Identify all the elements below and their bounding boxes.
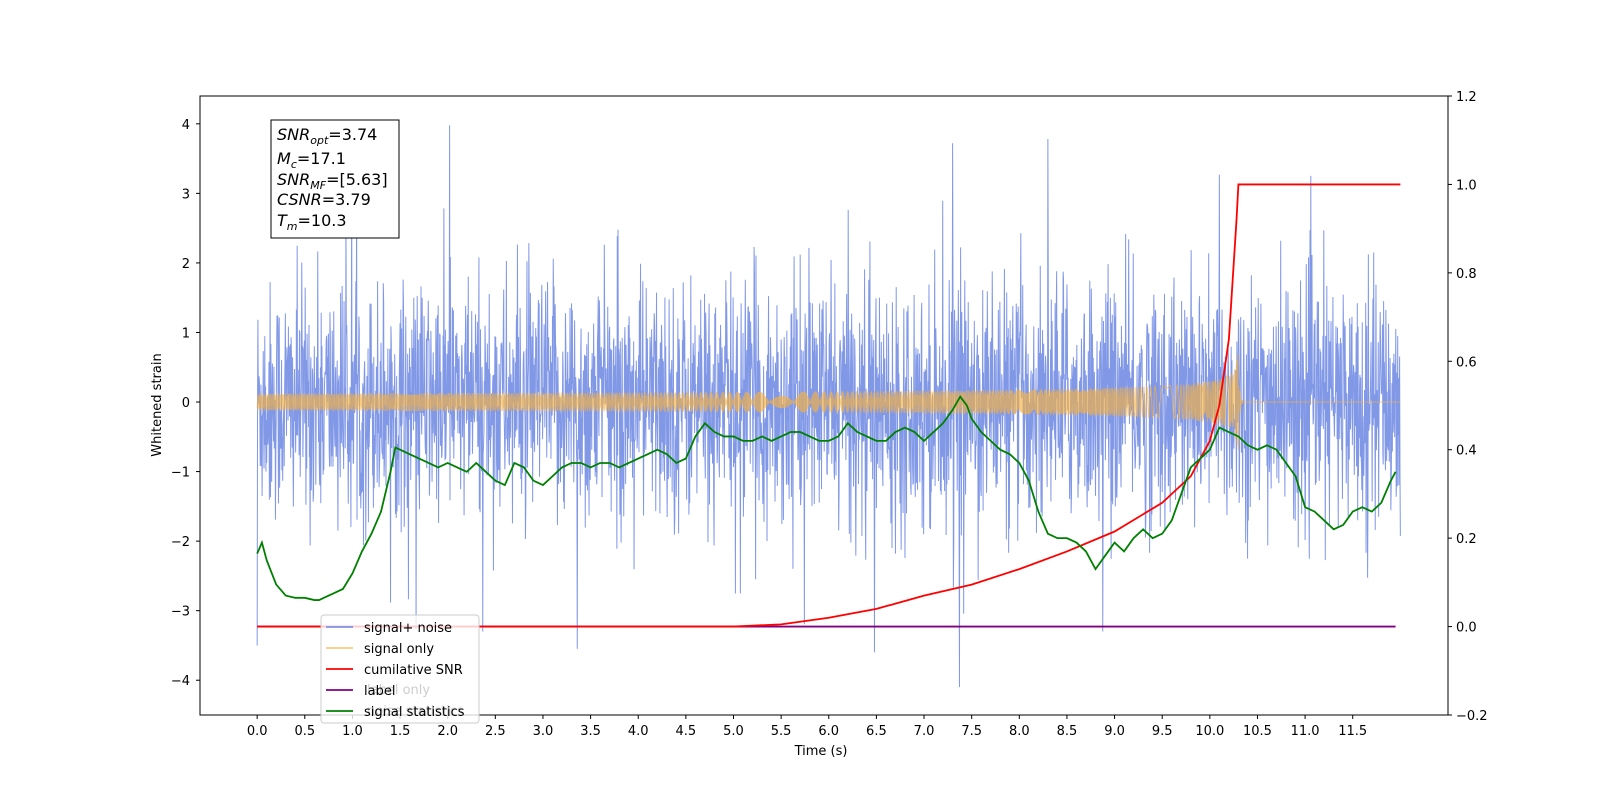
y-tick-label-right: 0.2	[1456, 532, 1477, 547]
x-tick-label: 0.5	[294, 724, 315, 739]
x-tick-label: 11.5	[1338, 724, 1367, 739]
annotation-value: =[5.63]	[326, 170, 388, 189]
y-tick-label-left: 0	[182, 396, 190, 411]
y-tick-label-right: 1.0	[1456, 178, 1477, 193]
x-tick-label: 10.5	[1243, 724, 1272, 739]
y-tick-label-left: 3	[182, 187, 190, 202]
y-tick-label-right: 0.8	[1456, 267, 1477, 282]
annotation-symbol: SNR	[277, 170, 310, 189]
y-tick-label-right: 1.2	[1456, 90, 1477, 105]
y-tick-label-right: 0.6	[1456, 355, 1477, 370]
x-tick-label: 1.5	[390, 724, 411, 739]
x-tick-label: 10.0	[1195, 724, 1224, 739]
annotation-line: Mc=17.1	[277, 149, 346, 171]
x-tick-label: 7.5	[961, 724, 982, 739]
x-tick-label: 4.5	[676, 724, 697, 739]
x-tick-label: 6.0	[818, 724, 839, 739]
x-tick-label: 8.5	[1057, 724, 1078, 739]
x-tick-label: 2.5	[485, 724, 506, 739]
y-tick-label-right: 0.0	[1456, 621, 1477, 636]
x-tick-label: 9.5	[1152, 724, 1173, 739]
x-tick-label: 9.0	[1104, 724, 1125, 739]
x-tick-label: 5.5	[771, 724, 792, 739]
annotation-line: SNRopt=3.74	[277, 125, 377, 147]
x-axis-label: Time (s)	[794, 744, 848, 759]
x-tick-label: 11.0	[1291, 724, 1320, 739]
y-tick-label-left: −2	[171, 535, 190, 550]
series-line-signal-only	[256, 353, 1401, 450]
annotation-value: =3.79	[322, 190, 371, 209]
x-tick-label: 3.5	[580, 724, 601, 739]
annotation-symbol: T	[277, 211, 288, 230]
x-tick-label: 3.0	[533, 724, 554, 739]
stats-annotation-box: SNRopt=3.74Mc=17.1SNRMF=[5.63]CSNR=3.79T…	[270, 119, 400, 239]
annotation-line: SNRMF=[5.63]	[277, 170, 388, 192]
y-tick-label-left: 1	[182, 326, 190, 341]
legend-label: cumilative SNR	[364, 663, 463, 678]
series-line-cumulative-snr	[257, 183, 1401, 628]
annotation-line: Tm=10.3	[277, 211, 347, 233]
annotation-line: CSNR=3.79	[277, 190, 371, 209]
annotation-subscript: c	[291, 158, 297, 171]
y-tick-label-right: 0.4	[1456, 444, 1477, 459]
annotation-subscript: opt	[310, 134, 329, 147]
x-axis: 0.0 0.5 1.0 1.5 2.0 2.5 3.0 3.5 4.0 4.5 5.0 5.5 6.0 6…	[247, 715, 1367, 739]
legend-label: label	[364, 684, 395, 699]
y-tick-label-left: −3	[171, 605, 190, 620]
annotation-frame	[270, 119, 400, 239]
legend: label onlynoise statisticssignal+ noises…	[320, 614, 480, 724]
x-tick-label: 5.0	[723, 724, 744, 739]
y-axis-left: −4 −3 −2 −1 0 1 2 3 4	[171, 118, 200, 689]
y-axis-label-left: Whitened strain	[150, 353, 165, 456]
legend-label: signal statistics	[364, 705, 465, 720]
y-tick-label-left: 4	[182, 118, 190, 133]
y-tick-label-left: −1	[171, 466, 190, 481]
y-axis-right: −0.2 0.0 0.2 0.4 0.6 0.8 1.0 1.2	[1448, 90, 1488, 724]
legend-label: signal only	[364, 642, 434, 657]
annotation-symbol: M	[277, 149, 291, 168]
legend-frame	[320, 614, 480, 724]
annotation-value: =10.3	[298, 211, 347, 230]
y-tick-label-left: −4	[171, 674, 190, 689]
annotation-subscript: m	[287, 220, 298, 233]
x-tick-label: 2.0	[437, 724, 458, 739]
x-tick-label: 0.0	[247, 724, 268, 739]
annotation-subscript: MF	[310, 179, 326, 192]
legend-label: signal+ noise	[364, 621, 452, 636]
x-tick-label: 1.0	[342, 724, 363, 739]
annotation-symbol: SNR	[277, 125, 310, 144]
x-tick-label: 8.0	[1009, 724, 1030, 739]
x-tick-label: 4.0	[628, 724, 649, 739]
annotation-value: =17.1	[297, 149, 346, 168]
x-tick-label: 6.5	[866, 724, 887, 739]
annotation-value: =3.74	[328, 125, 377, 144]
axes-frame	[199, 95, 1449, 716]
series-line-signal-noise	[256, 125, 1401, 688]
y-tick-label-right: −0.2	[1456, 709, 1488, 724]
y-tick-label-left: 2	[182, 257, 190, 272]
annotation-symbol: CSNR	[277, 190, 322, 209]
series-line-signal-statistics	[256, 395, 1397, 601]
x-tick-label: 7.0	[914, 724, 935, 739]
